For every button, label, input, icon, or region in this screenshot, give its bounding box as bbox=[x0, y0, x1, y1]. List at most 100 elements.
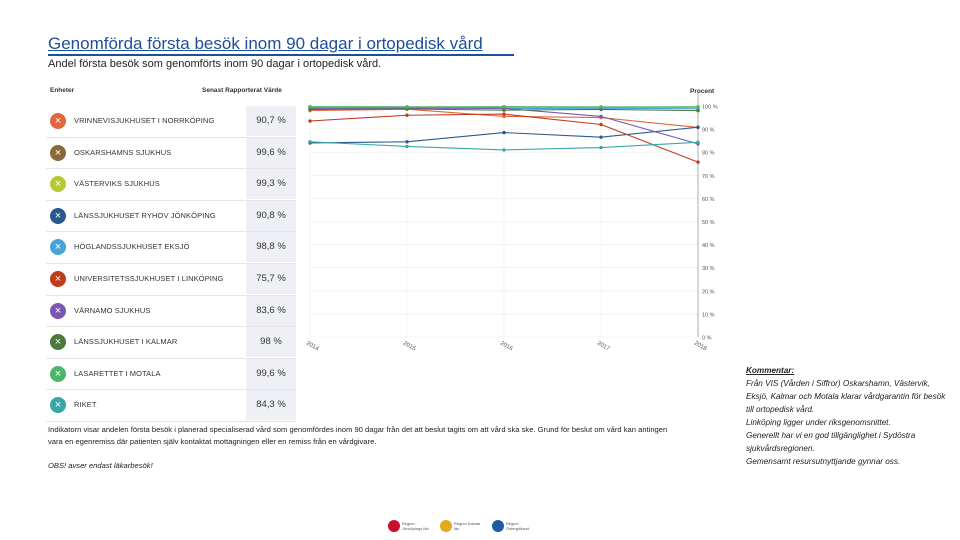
remove-series-icon[interactable]: × bbox=[50, 176, 66, 193]
y-tick-label: 80 % bbox=[702, 151, 715, 157]
data-point bbox=[696, 105, 700, 109]
unit-name: HÖGLANDSSJUKHUSET EKSJÖ bbox=[74, 242, 190, 252]
unit-value: 83,6 % bbox=[246, 295, 296, 326]
unit-row[interactable]: × LASARETTET I MOTALA 99,6 % bbox=[46, 358, 296, 391]
data-point bbox=[599, 135, 603, 139]
x-tick-label: 2018 bbox=[693, 341, 708, 353]
remove-series-icon[interactable]: × bbox=[50, 113, 66, 129]
data-point bbox=[405, 144, 409, 149]
x-tick-label: 2017 bbox=[596, 341, 611, 353]
data-point bbox=[308, 104, 312, 109]
unit-value: 99,6 % bbox=[246, 358, 296, 389]
remove-series-icon[interactable]: × bbox=[50, 144, 66, 161]
remove-series-icon[interactable]: × bbox=[50, 207, 66, 224]
unit-row[interactable]: × LÄNSSJUKHUSET RYHOV JÖNKÖPING 90,8 % bbox=[46, 200, 296, 233]
logo-text: Region Jönköpings län bbox=[402, 521, 429, 531]
logos: Region Jönköpings län Region Kalmar län … bbox=[388, 518, 538, 536]
unit-row[interactable]: × UNIVERSITETSSJUKHUSET I LINKÖPING 75,7 % bbox=[46, 263, 296, 296]
unit-value: 99,6 % bbox=[246, 137, 296, 168]
remove-series-icon[interactable]: × bbox=[50, 302, 66, 319]
unit-value: 98,8 % bbox=[246, 232, 296, 263]
unit-name: VRINNEVISJUKHUSET I NORRKÖPING bbox=[74, 116, 215, 125]
y-tick-label: 60 % bbox=[702, 197, 715, 203]
unit-name: VÄSTERVIKS SJUKHUS bbox=[74, 179, 160, 189]
data-point bbox=[502, 130, 506, 135]
page-title: Genomförda första besök inom 90 dagar i … bbox=[48, 34, 483, 53]
data-point bbox=[696, 140, 700, 144]
data-point bbox=[308, 119, 312, 123]
x-tick-label: 2016 bbox=[499, 341, 514, 353]
comment-box: Kommentar: Från VIS (Vården i Siffror) O… bbox=[746, 364, 946, 468]
column-header-units: Enheter bbox=[50, 87, 75, 94]
unit-name: OSKARSHAMNS SJUKHUS bbox=[74, 147, 172, 157]
unit-row[interactable]: × HÖGLANDSSJUKHUSET EKSJÖ 98,8 % bbox=[46, 232, 296, 264]
data-point bbox=[599, 122, 603, 127]
data-point bbox=[502, 104, 506, 109]
y-tick-label: 40 % bbox=[702, 243, 715, 249]
unit-row[interactable]: × LÄNSSJUKHUSET I KALMAR 98 % bbox=[46, 327, 296, 359]
data-point bbox=[308, 107, 312, 112]
logo-text: Region Kalmar län bbox=[454, 521, 481, 531]
data-point bbox=[502, 148, 506, 152]
obs-note: OBS! avser endast läkarbesök! bbox=[48, 461, 153, 470]
y-tick-label: 70 % bbox=[702, 174, 715, 180]
y-tick-label: 100 % bbox=[702, 105, 718, 111]
comment-line: Gemensamt resursutnyttjande gynnar oss. bbox=[746, 457, 901, 466]
unit-name: RIKET bbox=[74, 400, 97, 410]
logo-mark bbox=[388, 520, 400, 532]
unit-value: 90,8 % bbox=[246, 200, 296, 231]
data-point bbox=[502, 112, 506, 116]
data-point bbox=[502, 108, 506, 112]
remove-series-icon[interactable]: × bbox=[50, 239, 66, 256]
y-tick-label: 50 % bbox=[702, 220, 715, 226]
data-point bbox=[308, 140, 312, 144]
remove-series-icon[interactable]: × bbox=[50, 365, 66, 382]
y-tick-label: 10 % bbox=[702, 312, 715, 318]
unit-name: UNIVERSITETSSJUKHUSET I LINKÖPING bbox=[74, 273, 224, 283]
data-point bbox=[405, 113, 409, 117]
title-underline bbox=[48, 54, 514, 56]
comment-line: Generellt har vi en god tillgänglighet i… bbox=[746, 431, 916, 453]
column-header-value: Senast Rapporterat Värde bbox=[202, 87, 282, 94]
unit-value: 98 % bbox=[246, 327, 296, 358]
footnote: Indikatorn visar andelen första besök i … bbox=[48, 425, 668, 446]
data-point bbox=[696, 108, 700, 113]
unit-name: LASARETTET I MOTALA bbox=[74, 368, 161, 378]
unit-row[interactable]: × VÄRNAMO SJUKHUS 83,6 % bbox=[46, 295, 296, 328]
unit-row[interactable]: × RIKET 84,3 % bbox=[46, 390, 296, 422]
logo-mark bbox=[492, 520, 504, 532]
data-point bbox=[599, 114, 603, 119]
unit-value: 99,3 % bbox=[246, 169, 296, 200]
data-point bbox=[696, 125, 700, 129]
unit-row[interactable]: × VÄSTERVIKS SJUKHUS 99,3 % bbox=[46, 169, 296, 201]
data-point bbox=[599, 107, 603, 112]
page-subtitle: Andel första besök som genomförts inom 9… bbox=[48, 58, 382, 70]
unit-value: 75,7 % bbox=[246, 263, 296, 294]
comment-line: Linköping ligger under riksgenomsnittet. bbox=[746, 418, 891, 427]
x-tick-label: 2015 bbox=[402, 341, 417, 353]
x-tick-label: 2014 bbox=[305, 341, 320, 353]
remove-series-icon[interactable]: × bbox=[50, 270, 66, 287]
data-point bbox=[405, 140, 409, 144]
unit-value: 90,7 % bbox=[246, 106, 296, 136]
y-axis-title: Procent bbox=[690, 88, 715, 95]
remove-series-icon[interactable]: × bbox=[50, 397, 66, 414]
data-point bbox=[599, 105, 603, 109]
comment-heading: Kommentar: bbox=[746, 366, 795, 375]
remove-series-icon[interactable]: × bbox=[50, 334, 66, 351]
y-tick-label: 30 % bbox=[702, 266, 715, 272]
y-tick-label: 20 % bbox=[702, 289, 715, 295]
unit-row[interactable]: × OSKARSHAMNS SJUKHUS 99,6 % bbox=[46, 137, 296, 170]
data-point bbox=[405, 105, 409, 109]
unit-name: LÄNSSJUKHUSET I KALMAR bbox=[74, 337, 178, 347]
logo-mark bbox=[440, 520, 452, 532]
unit-list: × VRINNEVISJUKHUSET I NORRKÖPING 90,7 % × OS… bbox=[46, 106, 296, 422]
data-point bbox=[696, 160, 700, 164]
logo-text: Region Östergötland bbox=[506, 521, 529, 531]
y-tick-label: 90 % bbox=[702, 128, 715, 134]
unit-name: VÄRNAMO SJUKHUS bbox=[74, 305, 151, 315]
comment-line: Från VIS (Vården i Siffror) Oskarshamn, … bbox=[746, 379, 946, 414]
y-tick-label: 0 % bbox=[702, 336, 712, 342]
unit-row[interactable]: × VRINNEVISJUKHUSET I NORRKÖPING 90,7 % bbox=[46, 106, 296, 138]
